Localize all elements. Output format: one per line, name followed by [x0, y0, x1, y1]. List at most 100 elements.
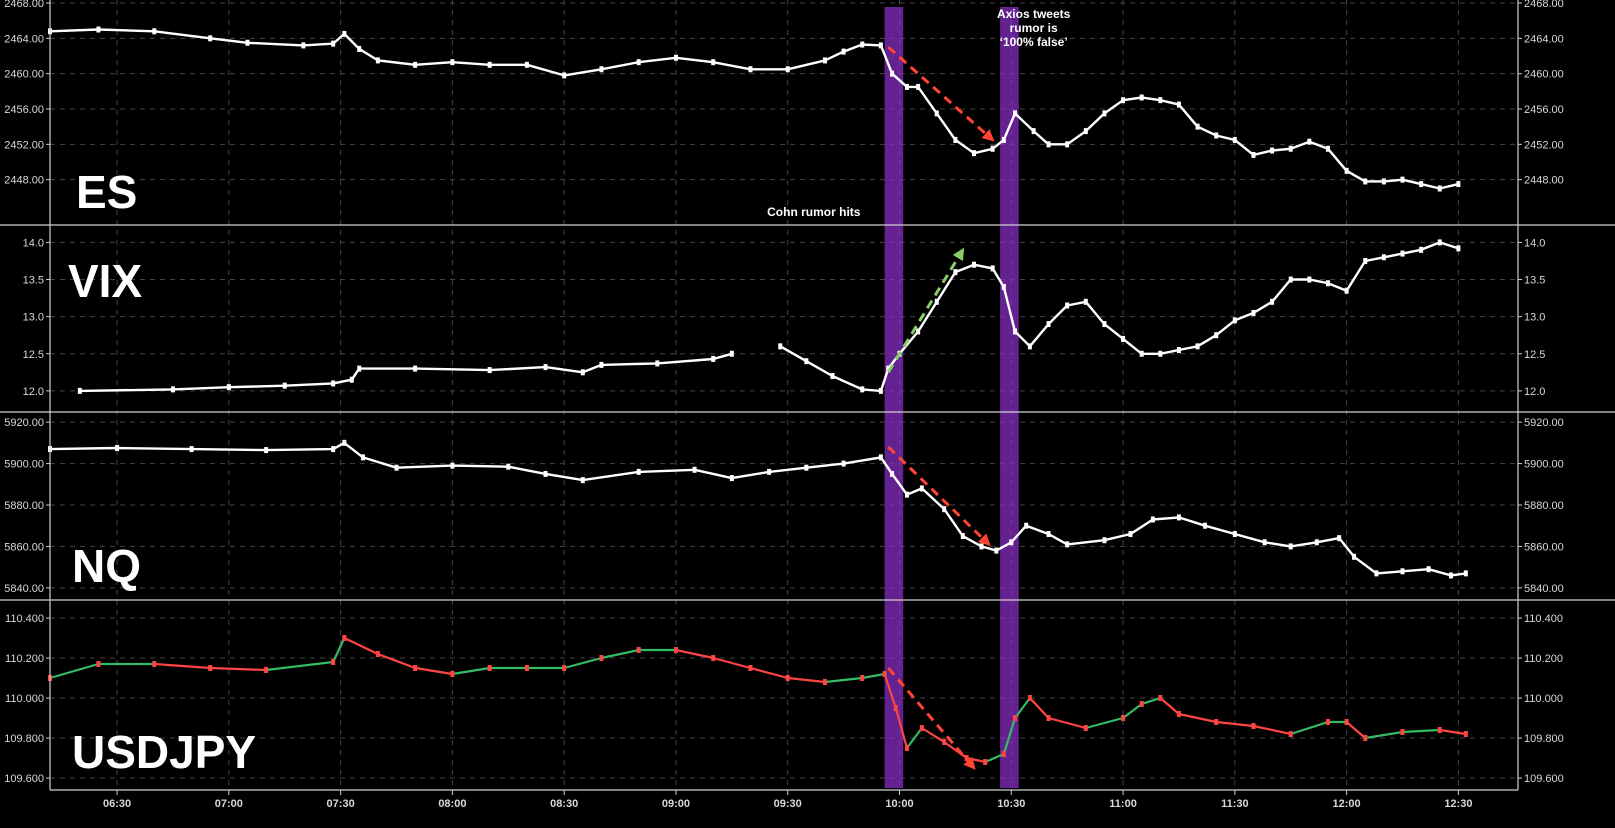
candle-mark	[331, 446, 336, 453]
candle-mark	[1001, 283, 1006, 290]
candle-mark	[972, 261, 977, 268]
candle-mark	[1251, 309, 1256, 316]
candle-mark	[1128, 531, 1133, 537]
candle-mark	[1027, 343, 1032, 350]
candle-mark	[1232, 317, 1237, 324]
series-segment	[1215, 720, 1255, 728]
y-tick-label-left: 12.0	[23, 386, 44, 398]
y-tick-label-left: 2464.00	[4, 33, 44, 45]
series-segment	[1364, 730, 1404, 740]
candle-mark	[1426, 566, 1431, 573]
series-segment	[1177, 712, 1218, 724]
candle-mark	[1065, 302, 1070, 309]
x-tick-label: 08:00	[438, 798, 466, 810]
candle-mark	[331, 40, 336, 47]
candle-mark	[375, 57, 380, 64]
candle-mark	[916, 83, 921, 90]
candle-mark	[1307, 276, 1312, 283]
y-tick-label-left: 5880.00	[4, 500, 44, 512]
candle-mark	[785, 66, 790, 73]
candle-mark	[692, 466, 697, 473]
candle-mark	[599, 655, 604, 661]
candle-mark	[357, 45, 362, 52]
grid-layer	[50, 0, 1518, 790]
annotation-text: Axios tweets rumor is ‘100% false’	[997, 7, 1071, 49]
candle-mark	[170, 386, 175, 393]
candle-mark	[1400, 729, 1405, 735]
y-tick-label-left: 110.200	[5, 653, 44, 665]
candle-mark	[375, 651, 380, 657]
candle-mark	[1456, 245, 1461, 252]
candle-mark	[916, 328, 921, 335]
y-tick-label-left: 13.5	[23, 275, 44, 287]
candle-mark	[804, 358, 809, 365]
highlight-band	[1000, 7, 1019, 788]
candle-mark	[1121, 715, 1126, 721]
y-tick-label-left: 12.5	[23, 349, 44, 361]
series-segment	[1002, 716, 1017, 756]
candle-mark	[1027, 695, 1032, 701]
candle-mark	[994, 547, 999, 554]
candle-mark	[972, 150, 977, 157]
y-tick-label-right: 5860.00	[1524, 541, 1564, 553]
candle-mark	[1024, 522, 1029, 529]
candle-mark	[1150, 516, 1155, 523]
y-tick-label-right: 5900.00	[1524, 459, 1564, 471]
x-tick-label: 12:30	[1444, 798, 1472, 810]
candle-mark	[1344, 719, 1349, 725]
candle-mark	[1381, 254, 1386, 261]
panel-symbol-label: ES	[76, 166, 137, 218]
series-segment	[1401, 728, 1441, 734]
candle-mark	[1288, 145, 1293, 152]
candle-mark	[673, 54, 678, 61]
candle-mark	[785, 675, 790, 681]
candle-mark	[524, 665, 529, 671]
y-tick-label-left: 5900.00	[4, 459, 44, 471]
candle-mark	[822, 57, 827, 64]
candle-mark	[904, 491, 909, 498]
candle-mark	[882, 671, 887, 677]
series-segment	[451, 666, 491, 676]
series-segment	[823, 676, 864, 684]
y-tick-label-right: 2464.00	[1524, 33, 1564, 45]
candle-mark	[264, 667, 269, 673]
candle-mark	[1344, 167, 1349, 174]
candle-mark	[1031, 128, 1036, 135]
y-tick-label-right: 12.5	[1524, 349, 1545, 361]
candle-mark	[96, 26, 101, 33]
candle-mark	[360, 454, 365, 461]
candle-mark	[562, 665, 567, 671]
candle-mark	[1232, 531, 1237, 537]
y-tick-label-right: 109.800	[1524, 733, 1564, 745]
series-segment	[1438, 728, 1467, 736]
x-tick-label: 11:00	[1109, 798, 1137, 810]
candle-mark	[729, 475, 734, 482]
candle-mark	[1448, 572, 1453, 579]
candle-mark	[1083, 725, 1088, 731]
candle-mark	[77, 387, 82, 394]
y-tick-label-right: 110.200	[1524, 653, 1563, 665]
y-tick-label-left: 5860.00	[4, 541, 44, 553]
candle-mark	[245, 39, 250, 46]
series-segment	[984, 752, 1005, 764]
x-tick-label: 10:00	[885, 798, 913, 810]
candle-mark	[655, 360, 660, 367]
x-tick-label: 12:00	[1333, 798, 1361, 810]
candle-mark	[1307, 138, 1312, 145]
candle-mark	[1195, 123, 1200, 130]
candle-mark	[711, 655, 716, 661]
candle-mark	[1456, 181, 1461, 188]
candle-mark	[1158, 350, 1163, 357]
candle-mark	[890, 470, 895, 477]
candle-mark	[1437, 239, 1442, 246]
y-tick-label-left: 13.0	[23, 312, 44, 324]
axis-layer: 06:30 07:00 07:30 08:00 08:30 09:00 09:30 10:00…	[0, 0, 1615, 810]
x-tick-label: 06:30	[103, 798, 131, 810]
candle-mark	[1251, 723, 1256, 729]
candle-mark	[979, 543, 984, 550]
candle-mark	[543, 470, 548, 477]
candle-mark	[413, 365, 418, 372]
candle-mark	[1013, 715, 1018, 721]
candle-mark	[1400, 250, 1405, 257]
y-tick-label-right: 2456.00	[1524, 104, 1564, 116]
